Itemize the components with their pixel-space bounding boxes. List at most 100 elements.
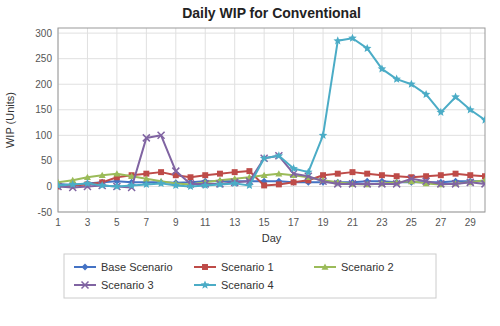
point: [452, 180, 459, 187]
point: [158, 169, 164, 175]
grid-line: [58, 160, 485, 161]
x-axis-label: Day: [262, 232, 282, 244]
x-tick-label: 15: [259, 217, 271, 228]
point: [334, 180, 341, 187]
x-tick-label: 29: [465, 217, 477, 228]
point: [394, 173, 400, 179]
point: [261, 172, 268, 178]
point: [113, 170, 120, 176]
point: [364, 180, 371, 187]
y-tick-label: 0: [46, 181, 52, 192]
point: [290, 179, 297, 186]
series-line: [58, 38, 485, 186]
point: [392, 75, 401, 83]
point: [451, 93, 460, 101]
legend-label: Scenario 1: [221, 261, 274, 273]
point: [378, 64, 387, 72]
x-tick-label: 23: [376, 217, 388, 228]
plot-data: [58, 34, 485, 191]
legend-marker: [322, 264, 329, 270]
point: [348, 34, 357, 42]
point: [68, 180, 77, 188]
y-tick-label: 250: [35, 53, 52, 64]
point: [407, 80, 416, 88]
point: [482, 180, 486, 187]
point: [245, 181, 254, 189]
title: Daily WIP for Conventional: [182, 5, 361, 21]
x-tick-label: 17: [288, 217, 300, 228]
point: [408, 175, 415, 182]
point: [276, 181, 282, 187]
chart: Daily WIP for Conventional-5005010015020…: [0, 0, 500, 326]
point: [437, 108, 446, 116]
y-tick-label: 150: [35, 104, 52, 115]
point: [320, 178, 327, 185]
point: [58, 181, 62, 189]
x-tick-label: 11: [200, 217, 211, 228]
point: [216, 180, 225, 188]
x-tick-label: 5: [114, 217, 120, 228]
grid: [58, 28, 485, 212]
point: [143, 134, 150, 141]
x-tick-label: 21: [347, 217, 359, 228]
y-tick-label: 200: [35, 79, 52, 90]
series-line: [58, 174, 485, 185]
x-tick-label: 9: [173, 217, 179, 228]
point: [217, 171, 223, 177]
point: [364, 171, 370, 177]
point: [379, 172, 385, 178]
y-tick-label: -50: [38, 207, 53, 218]
point: [437, 180, 444, 187]
x-tick-label: 27: [435, 217, 447, 228]
point: [230, 179, 239, 187]
x-tick-label: 1: [55, 217, 61, 228]
point: [127, 181, 136, 189]
plot-frame: [58, 28, 485, 212]
point: [335, 171, 341, 177]
legend-marker: [82, 264, 89, 271]
legend: Base Scenario Scenario 1 Scenario 2 Scenari…: [64, 254, 436, 298]
point: [83, 179, 92, 187]
point: [113, 182, 122, 190]
point: [290, 170, 297, 177]
point: [186, 182, 195, 190]
y-axis-label: WIP (Units): [4, 92, 16, 148]
point: [261, 182, 267, 188]
point: [99, 172, 106, 178]
point: [453, 171, 459, 177]
point: [232, 169, 238, 175]
point: [291, 179, 297, 185]
x-tick-label: 19: [317, 217, 329, 228]
point: [350, 169, 356, 175]
point: [363, 44, 372, 52]
point: [172, 168, 179, 175]
point: [142, 180, 151, 188]
point: [275, 151, 284, 159]
grid-line: [58, 109, 485, 110]
point: [481, 116, 485, 124]
point: [260, 154, 269, 162]
point: [246, 168, 252, 174]
point: [422, 90, 431, 98]
point: [202, 172, 208, 178]
series-line: [58, 171, 485, 186]
point: [378, 180, 385, 187]
point: [438, 172, 444, 178]
point: [466, 105, 475, 113]
y-tick-label: 300: [35, 28, 52, 39]
legend-label: Base Scenario: [101, 261, 173, 273]
point: [304, 168, 313, 176]
point: [423, 178, 430, 185]
legend-label: Scenario 2: [341, 261, 394, 273]
legend-label: Scenario 4: [221, 279, 274, 291]
x-tick-label: 7: [144, 217, 150, 228]
point: [467, 179, 474, 186]
x-tick-label: 13: [229, 217, 241, 228]
legend-marker: [82, 282, 89, 289]
point: [275, 170, 282, 176]
point: [98, 181, 107, 189]
point: [201, 181, 210, 189]
legend-box: [64, 254, 436, 298]
grid-line: [58, 84, 485, 85]
grid-line: [58, 58, 485, 59]
